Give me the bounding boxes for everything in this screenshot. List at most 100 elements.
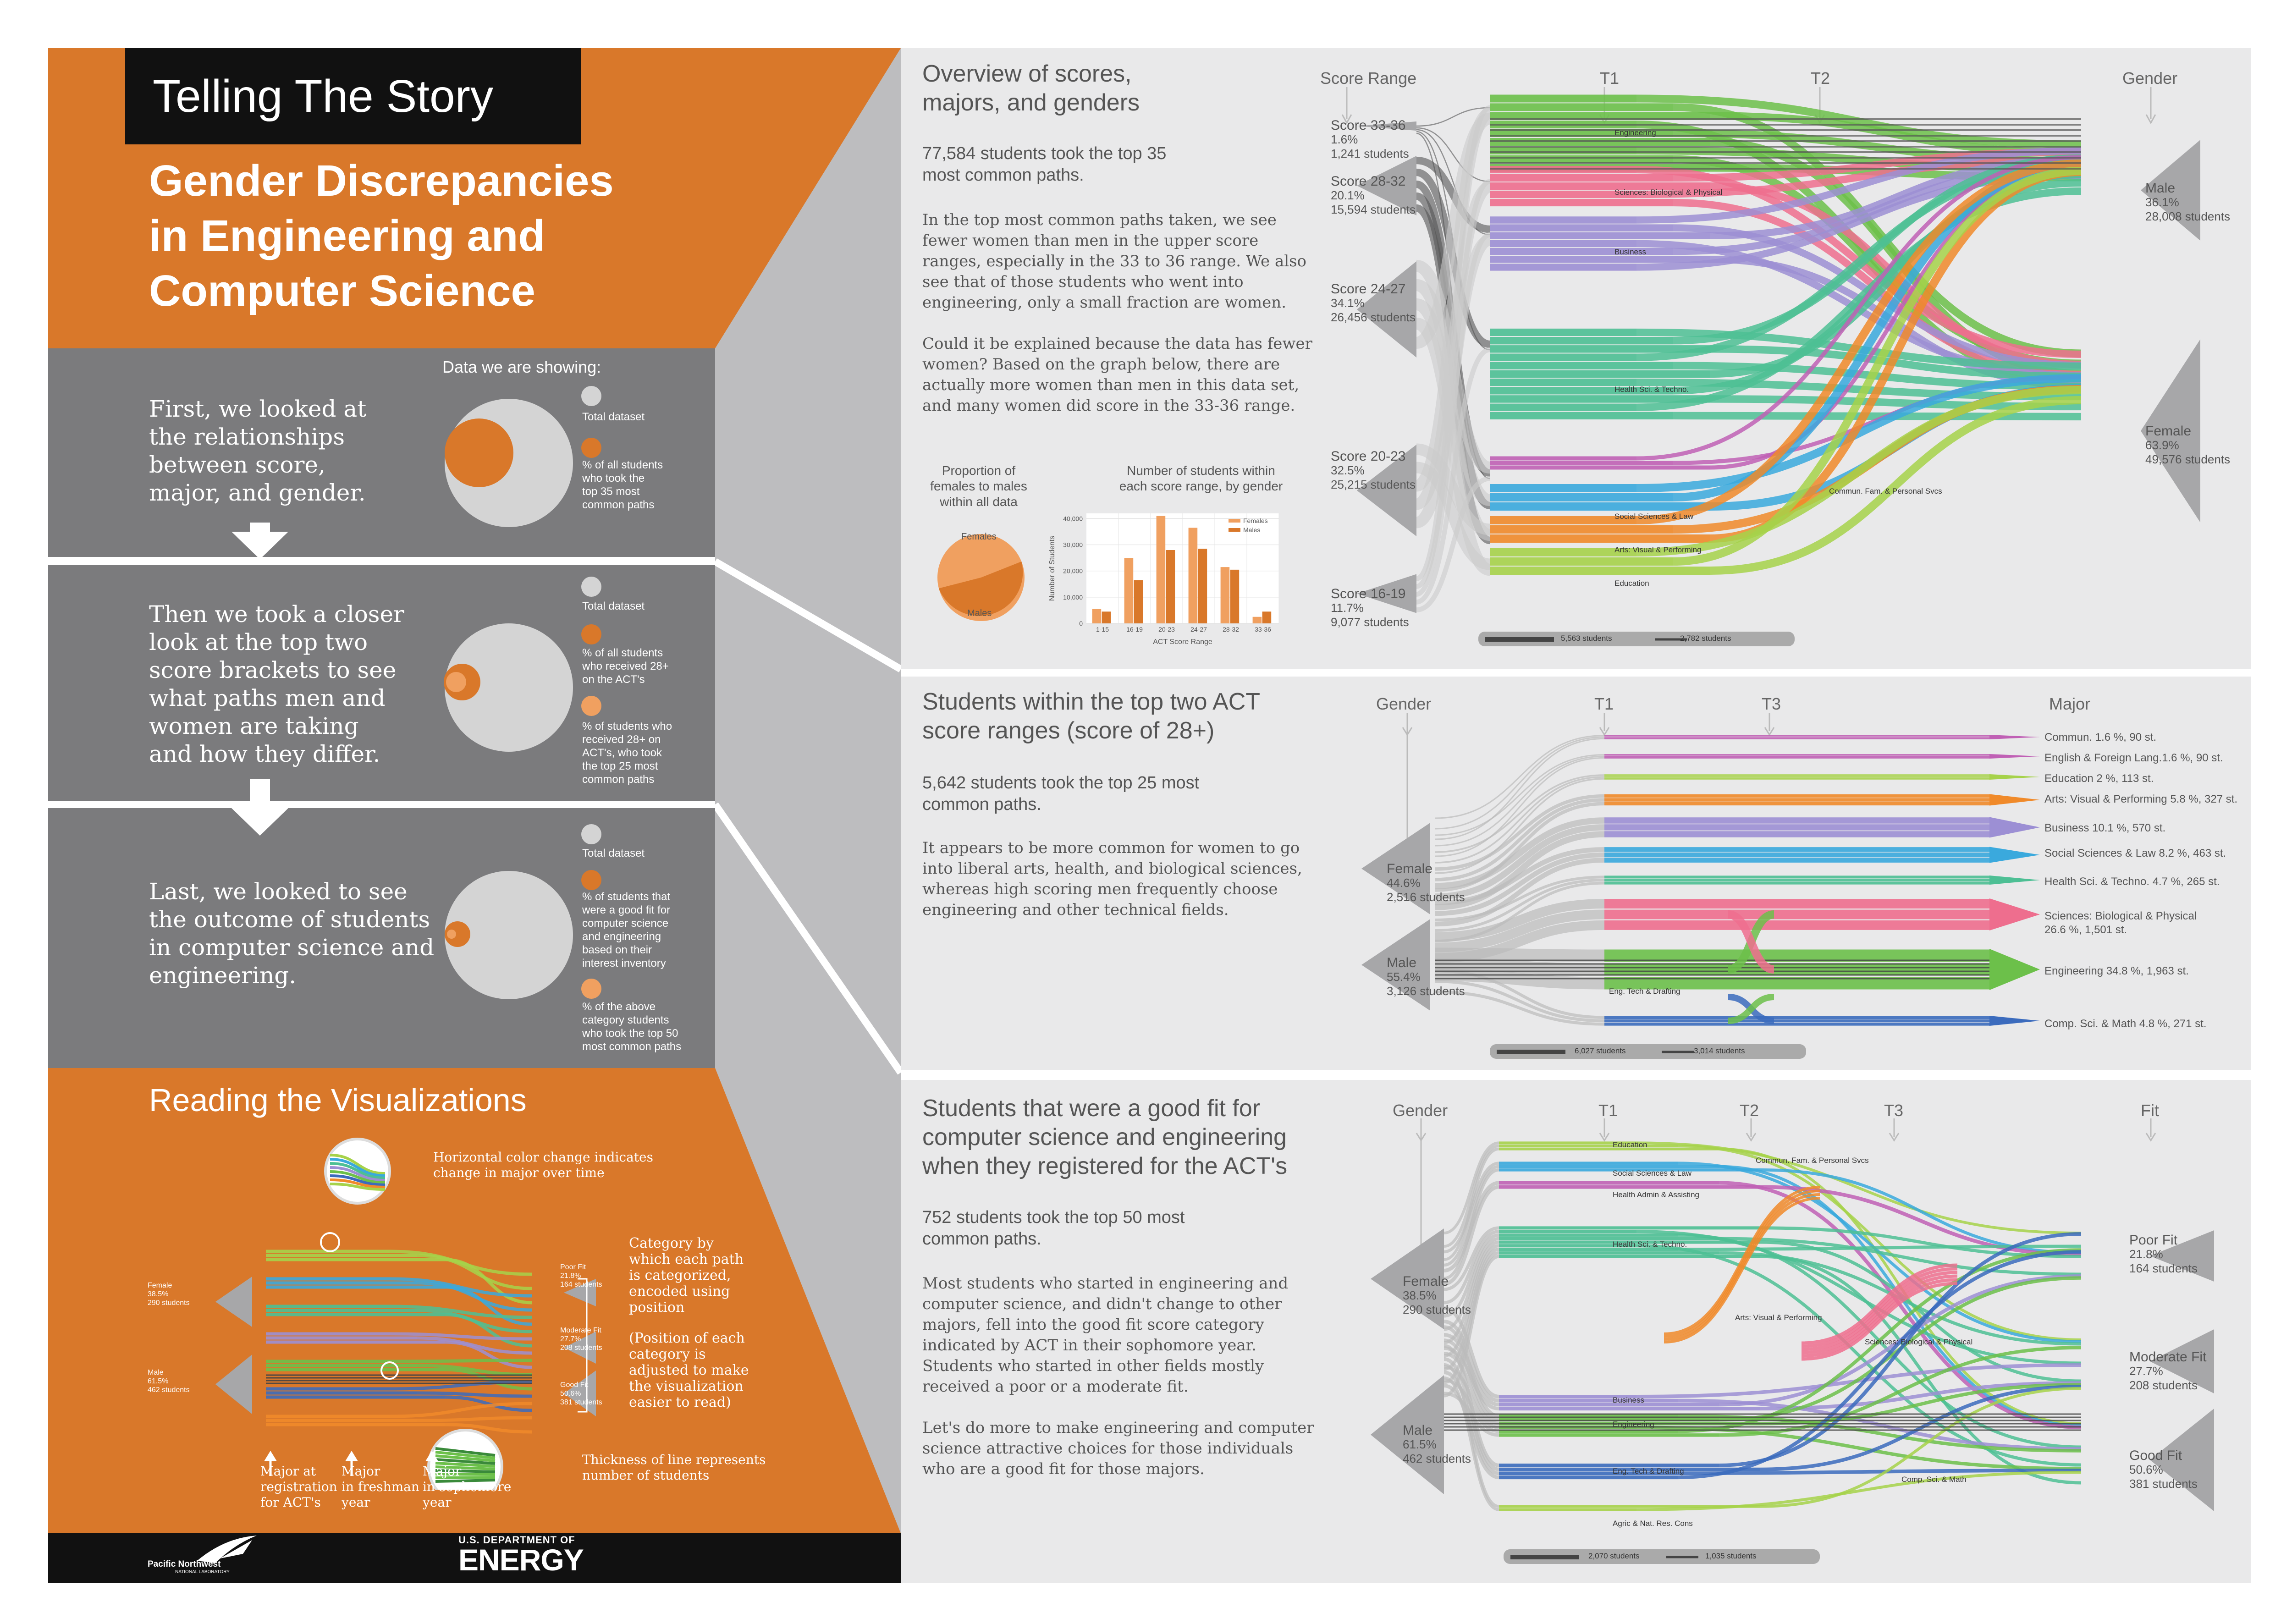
panel-3-body: Let's do more to make engineering and co… [922, 1419, 1314, 1478]
step-text-line: what paths men and [149, 685, 386, 711]
flow-path [1801, 1263, 1958, 1345]
major-label: Sciences: Biological & Physical [2044, 910, 2197, 922]
time-label: Major in freshman year [342, 1464, 419, 1510]
fit-node-label: Good Fit 50.6% 381 students [2129, 1448, 2198, 1491]
legend-dot-subset [581, 624, 601, 644]
mini-right-node: Good Fit 50.6% 381 students [560, 1381, 602, 1406]
major-label: 26.6 %, 1,501 st. [2044, 924, 2127, 936]
score-node-label: Score 20-23 32.5% 25,215 students [1331, 449, 1416, 491]
flow-path [1434, 798, 1605, 881]
category-label: Eng. Tech & Drafting [1613, 1467, 1684, 1475]
mini-left-node: Female 38.5% 290 students [148, 1282, 190, 1307]
legend-dot-subset [581, 438, 601, 458]
step-text-line: and how they differ. [149, 741, 380, 767]
major-arrow [1989, 875, 2040, 885]
step-text-line: Last, we looked to see [149, 878, 408, 905]
gender-node-label: Male 36.1% 28,008 students [2145, 181, 2231, 223]
up-arrow-icon [425, 1451, 438, 1461]
category-label: Health Sci. & Techno. [1613, 1240, 1687, 1249]
key-label: 5,563 students [1561, 634, 1612, 643]
flow-path [1444, 1185, 1499, 1286]
major-arrow [1989, 774, 2040, 780]
axis-arrow-icon [2145, 114, 2156, 125]
category-label: Social Sciences & Law [1614, 512, 1693, 521]
reading-title: Reading the Visualizations [149, 1082, 527, 1118]
flow-path [1444, 1376, 1499, 1511]
flow-path [1728, 994, 1774, 1024]
legend-dot-total [581, 577, 601, 597]
gender-node-label: Male 61.5% 462 students [1403, 1423, 1471, 1465]
axis-label: T3 [1884, 1101, 1904, 1120]
focus-ring-icon [380, 1361, 399, 1380]
flow-path [1719, 1237, 2082, 1276]
y-tick-label: 10,000 [1063, 594, 1083, 601]
flow-path [1434, 879, 1605, 932]
total-dataset-circle [445, 871, 573, 999]
step-text-line: in computer science and [149, 934, 435, 961]
fit-node-label: Moderate Fit 27.7% 208 students [2129, 1349, 2207, 1392]
flow-path [1444, 1165, 1499, 1267]
flow-path [1636, 374, 2082, 492]
score-node [1357, 121, 1416, 131]
score-node [1357, 156, 1416, 215]
pie-title: Proportion of females to males within al… [930, 463, 1027, 509]
score-node [1357, 261, 1416, 358]
flow-path [417, 1336, 532, 1355]
panel-1-title: Overview of scores, majors, and genders [922, 61, 1140, 116]
axis-label: T2 [1811, 69, 1830, 88]
legend-label: Total dataset [582, 411, 645, 423]
key-line-icon [1497, 1050, 1694, 1054]
flow-path [1434, 909, 1605, 952]
pie-slice-males [938, 562, 1023, 616]
flow-path [1677, 1145, 2082, 1341]
legend-dot-sub-subset [581, 979, 601, 999]
key-label: 2,782 students [1680, 634, 1731, 643]
category-label: Comp. Sci. & Math [1901, 1475, 1967, 1484]
panel-3-title: Students that were a good fit for comput… [922, 1095, 1288, 1179]
flow-path [1760, 1385, 2082, 1471]
pie-label-males: Males [967, 608, 992, 618]
x-tick-label: 16-19 [1126, 626, 1143, 633]
mini-right-node: Moderate Fit 27.7% 208 students [560, 1327, 602, 1352]
flow-path [1444, 1162, 1499, 1254]
flow-path [417, 1254, 532, 1290]
major-arrow [1989, 949, 2040, 990]
flow-path [1636, 160, 2082, 524]
flow-path [1434, 735, 1605, 819]
flow-path [1636, 1244, 2082, 1467]
flow-path [417, 1391, 532, 1398]
up-arrow-icon [345, 1451, 358, 1461]
legend-label: % of all students who took the top 35 mo… [582, 459, 663, 511]
flow-path [1664, 1189, 1820, 1338]
axis-arrow-icon [2145, 1133, 2156, 1142]
fit-node [564, 1279, 596, 1306]
bar-females [1252, 617, 1262, 623]
flow-path [1434, 776, 1605, 864]
flow-path [1801, 1278, 1958, 1358]
category-label: Commun. Fam. & Personal Svcs [1756, 1156, 1869, 1165]
flow-path [435, 1473, 496, 1476]
sankey-overview [1341, 87, 2200, 613]
fit-node [564, 1371, 596, 1416]
spacer [349, 1401, 357, 1409]
flow-path [1727, 910, 1775, 974]
bar-males [1134, 580, 1143, 623]
flow-path [1636, 162, 2082, 361]
focus-ring-icon [320, 1232, 340, 1252]
mini-left-node: Male 61.5% 462 students [148, 1369, 190, 1394]
gender-node-label: Male 55.4% 3,126 students [1387, 955, 1465, 998]
key-label: 1,035 students [1705, 1552, 1757, 1560]
flow-path [1416, 127, 1490, 182]
panel-1-body: In the top most common paths taken, we s… [922, 211, 1307, 312]
flow-path [435, 1454, 496, 1462]
bar-females [1124, 558, 1134, 623]
gender-node [1371, 1228, 1444, 1329]
panel-3-subtitle: 752 students took the top 50 most common… [922, 1208, 1185, 1249]
axis-label: Gender [2122, 69, 2178, 88]
panel-1-body: Could it be explained because the data h… [922, 335, 1312, 415]
flow-path [1673, 167, 2082, 566]
y-tick-label: 0 [1079, 620, 1083, 627]
flow-path [435, 1458, 496, 1465]
step-text-line: score brackets to see [149, 657, 397, 683]
gender-node-label: Female 63.9% 49,576 students [2145, 424, 2231, 466]
